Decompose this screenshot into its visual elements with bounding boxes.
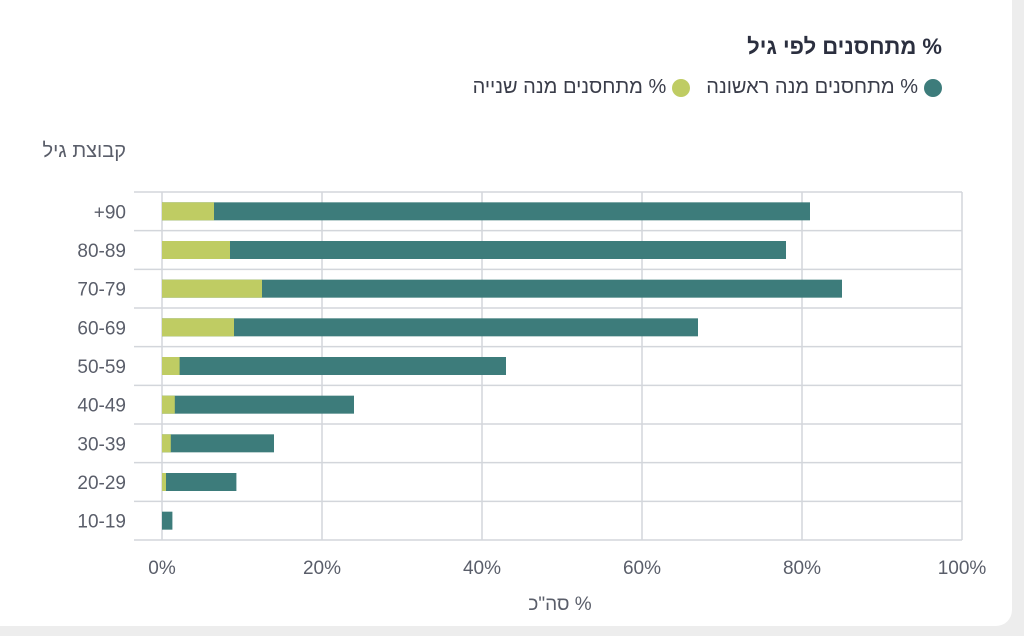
axis-labels: 0% 20% 40% 60% 80% 100% +90 80-89 70-79 60-69 50-5… bbox=[77, 202, 986, 615]
bar-first-dose[interactable] bbox=[162, 318, 698, 337]
y-tick-label: 20-29 bbox=[77, 473, 126, 494]
y-axis-title: קבוצת גיל bbox=[42, 140, 126, 162]
bar-first-dose[interactable] bbox=[162, 279, 842, 298]
bar-second-dose[interactable] bbox=[162, 395, 175, 414]
legend: % מתחסנים מנה ראשונה % מתחסנים מנה שנייה bbox=[473, 76, 942, 99]
y-tick-label: 10-19 bbox=[77, 512, 126, 533]
y-tick-label: 30-39 bbox=[77, 434, 126, 455]
bar-first-dose[interactable] bbox=[162, 202, 810, 221]
bar-first-dose[interactable] bbox=[162, 395, 354, 414]
bar-first-dose[interactable] bbox=[162, 357, 506, 375]
legend-second-dose-swatch-icon bbox=[672, 78, 691, 97]
legend-item-second-dose[interactable]: % מתחסנים מנה שנייה bbox=[473, 76, 691, 99]
x-tick-label: 40% bbox=[463, 558, 501, 579]
bar-first-dose[interactable] bbox=[162, 511, 173, 530]
x-tick-label: 100% bbox=[938, 558, 987, 579]
bar-first-dose[interactable] bbox=[162, 473, 237, 491]
bar-first-dose[interactable] bbox=[162, 241, 786, 259]
y-tick-label: 50-59 bbox=[77, 357, 126, 378]
bar-first-dose[interactable] bbox=[162, 434, 274, 453]
y-tick-label: 60-69 bbox=[77, 318, 126, 339]
chart-plot: 0% 20% 40% 60% 80% 100% +90 80-89 70-79 60-69 50-5… bbox=[77, 191, 986, 615]
y-tick-label: 40-49 bbox=[77, 396, 126, 417]
x-tick-label: 20% bbox=[303, 558, 341, 579]
legend-first-dose-label: % מתחסנים מנה ראשונה bbox=[706, 76, 918, 98]
bar-second-dose[interactable] bbox=[162, 434, 171, 453]
bar-second-dose[interactable] bbox=[162, 202, 214, 221]
chart-title: % מתחסנים לפי גיל bbox=[747, 34, 942, 59]
chart-card: % מתחסנים לפי גיל % מתחסנים מנה ראשונה %… bbox=[0, 0, 1012, 626]
bars bbox=[162, 202, 842, 530]
bar-second-dose[interactable] bbox=[162, 357, 180, 375]
x-tick-label: 0% bbox=[148, 558, 176, 579]
x-tick-label: 60% bbox=[623, 558, 661, 579]
legend-item-first-dose[interactable]: % מתחסנים מנה ראשונה bbox=[706, 76, 942, 99]
x-tick-label: 80% bbox=[783, 558, 821, 579]
bar-second-dose[interactable] bbox=[162, 473, 166, 491]
y-tick-label: +90 bbox=[94, 202, 126, 223]
y-tick-label: 70-79 bbox=[77, 280, 126, 301]
bar-second-dose[interactable] bbox=[162, 241, 230, 259]
legend-second-dose-label: % מתחסנים מנה שנייה bbox=[472, 76, 667, 98]
bar-second-dose[interactable] bbox=[162, 279, 262, 298]
y-tick-label: 80-89 bbox=[77, 241, 126, 262]
legend-first-dose-swatch-icon bbox=[924, 78, 942, 97]
bar-second-dose[interactable] bbox=[162, 318, 234, 337]
x-axis-title: % סה"כ bbox=[528, 594, 591, 615]
